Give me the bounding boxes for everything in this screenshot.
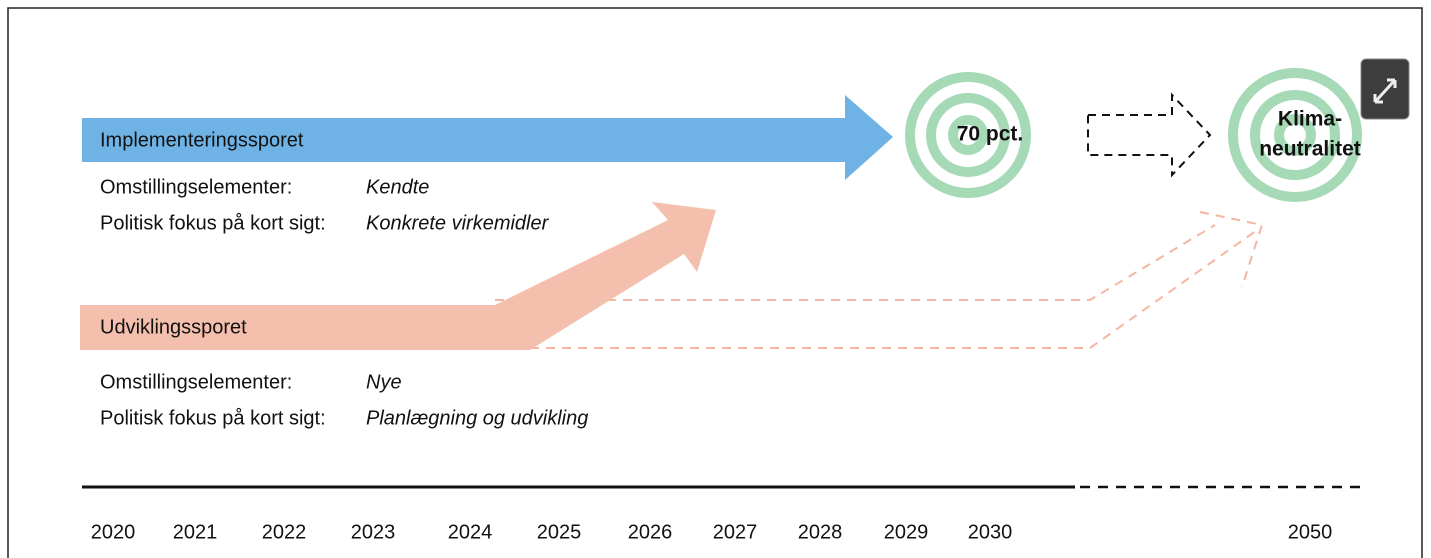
elements-value: Kendte (366, 176, 429, 198)
track-label: Udviklingssporet (100, 316, 247, 338)
elements-label: Omstillingselementer: (100, 371, 292, 393)
elements-label: Omstillingselementer: (100, 176, 292, 198)
year-label: 2023 (351, 521, 396, 543)
expand-icon (1373, 78, 1397, 104)
year-label: 2020 (91, 521, 136, 543)
year-label: 2029 (884, 521, 929, 543)
year-label: 2024 (448, 521, 493, 543)
target-label: 70 pct. (957, 123, 1024, 146)
target-label: Klima- (1278, 108, 1342, 131)
track-label: Implementeringssporet (100, 129, 304, 151)
year-label: 2050 (1288, 521, 1333, 543)
development-arrow (80, 202, 716, 350)
year-label: 2028 (798, 521, 843, 543)
year-label: 2022 (262, 521, 307, 543)
elements-value: Nye (366, 371, 402, 393)
development-dashed-arrow (495, 211, 1264, 349)
frame (7, 7, 1423, 558)
year-label: 2027 (713, 521, 758, 543)
dashed-arrow (1087, 92, 1212, 178)
focus-label: Politisk fokus på kort sigt: (100, 212, 326, 234)
year-label: 2030 (968, 521, 1013, 543)
target-neutral (1228, 68, 1362, 202)
year-label: 2026 (628, 521, 673, 543)
focus-label: Politisk fokus på kort sigt: (100, 407, 326, 429)
year-label: 2021 (173, 521, 218, 543)
year-label: 2025 (537, 521, 582, 543)
target-label: neutralitet (1259, 138, 1361, 161)
implementation-arrow (82, 95, 893, 180)
focus-value: Planlægning og udvikling (366, 407, 588, 429)
expand-button[interactable] (1360, 58, 1410, 120)
focus-value: Konkrete virkemidler (366, 212, 550, 234)
target-70 (905, 72, 1031, 198)
